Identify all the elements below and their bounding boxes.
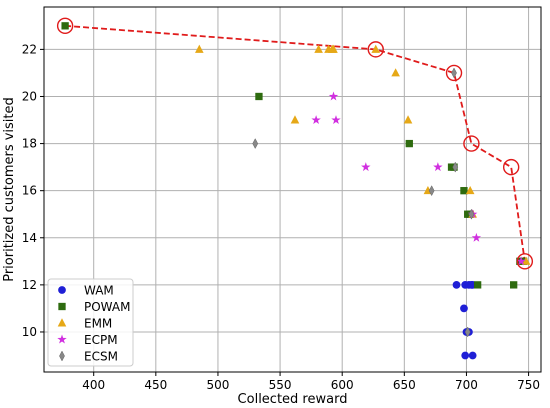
ecpm-point — [433, 162, 443, 172]
x-axis-label: Collected reward — [238, 392, 348, 407]
x-axis-ticks: 400 450 500 550 600 650 700 750 — [82, 372, 540, 392]
ecpm-point — [516, 256, 526, 266]
powam-point — [405, 139, 413, 148]
pareto-circle — [445, 64, 463, 82]
y-tick-label: 10 — [22, 325, 37, 339]
legend-marker-powam — [58, 302, 66, 311]
emm-point — [314, 44, 323, 53]
legend-box — [47, 278, 134, 367]
legend-label-powam: POWAM — [84, 300, 130, 314]
y-tick-label: 20 — [22, 89, 37, 103]
ecpm-point — [328, 91, 339, 101]
legend-marker-wam — [58, 286, 66, 294]
ecpm-point — [311, 115, 321, 125]
pareto-circles — [56, 17, 534, 270]
y-axis-label: Prioritized customers visited — [2, 97, 17, 282]
legend-marker-ecpm — [57, 334, 67, 344]
pareto-circle — [367, 41, 384, 58]
powam-point — [460, 187, 468, 195]
ecsm-point — [464, 326, 471, 338]
powam-point — [61, 22, 69, 30]
emm-point — [521, 256, 531, 265]
pareto-circle — [463, 135, 480, 152]
x-tick-label: 450 — [144, 378, 167, 392]
ecpm-point — [331, 115, 341, 125]
emm-point — [371, 44, 381, 53]
legend-label-ecsm: ECSM — [84, 350, 118, 364]
ecsm-point — [452, 161, 459, 173]
y-tick-label: 14 — [22, 231, 37, 245]
data-points — [61, 22, 531, 360]
emm-point — [403, 115, 413, 124]
legend: WAM POWAM EMM ECPM ECSM — [47, 278, 134, 367]
x-tick-label: 650 — [393, 378, 416, 392]
legend-marker-ecsm — [59, 350, 65, 362]
emm-point — [391, 68, 400, 77]
x-tick-label: 500 — [206, 378, 229, 392]
x-tick-label: 550 — [269, 378, 292, 392]
ecsm-point — [428, 185, 435, 197]
y-tick-label: 22 — [22, 42, 37, 56]
powam-point — [510, 281, 518, 289]
x-tick-label: 400 — [82, 378, 105, 392]
y-tick-label: 18 — [22, 137, 37, 151]
emm-point — [290, 115, 300, 124]
legend-label-ecpm: ECPM — [84, 333, 118, 347]
ecpm-point — [361, 162, 371, 172]
legend-label-wam: WAM — [84, 284, 114, 298]
wam-point — [468, 351, 477, 360]
wam-point — [452, 281, 461, 289]
pareto-circle — [516, 253, 534, 270]
ecpm-point — [471, 232, 482, 242]
wam-point — [460, 304, 468, 313]
ecsm-point — [468, 208, 475, 220]
y-tick-label: 12 — [22, 278, 37, 292]
y-axis-ticks: 10 12 14 16 18 20 22 — [22, 42, 44, 339]
emm-point — [465, 185, 475, 195]
emm-point — [329, 44, 338, 53]
pareto-circle — [56, 17, 74, 35]
ecsm-point — [252, 138, 259, 150]
legend-marker-emm — [57, 318, 67, 327]
y-tick-label: 16 — [22, 184, 37, 198]
x-tick-label: 750 — [517, 378, 540, 392]
plot-frame — [43, 6, 542, 373]
powam-point — [473, 281, 482, 289]
ecsm-point — [451, 67, 457, 79]
emm-point — [195, 44, 204, 53]
powam-point — [255, 92, 263, 101]
x-tick-label: 600 — [331, 378, 354, 392]
pareto-circle — [502, 158, 520, 176]
grid — [44, 7, 541, 372]
legend-label-emm: EMM — [84, 317, 112, 331]
x-tick-label: 700 — [455, 378, 478, 392]
wam-point — [461, 351, 470, 360]
